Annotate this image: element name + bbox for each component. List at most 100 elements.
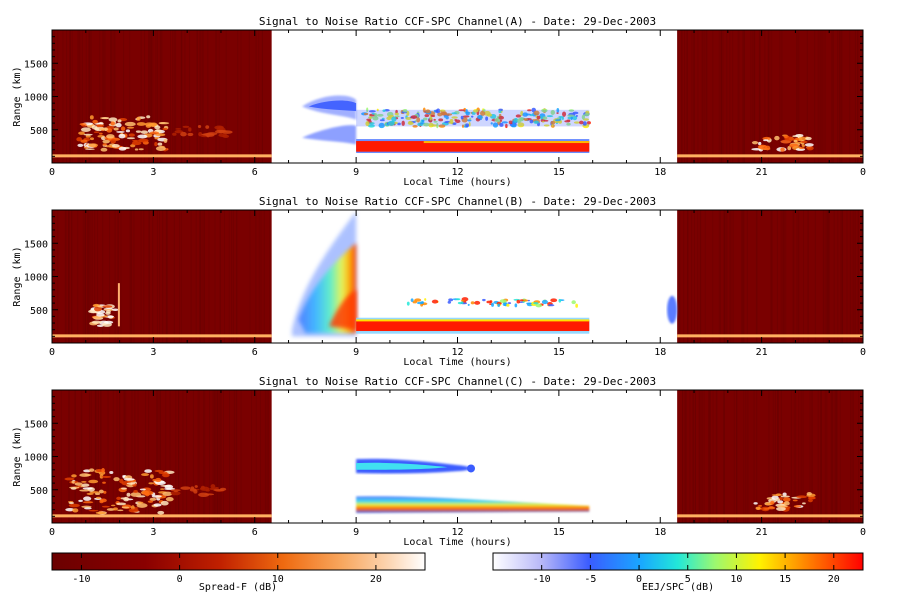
background-stripe — [224, 210, 226, 343]
panel-2: Signal to Noise Ratio CCF-SPC Channel(B)… — [12, 195, 866, 368]
eej-scatter — [452, 122, 457, 125]
eej-scatter — [499, 299, 507, 304]
spread-f-echo — [787, 146, 792, 151]
background-stripe — [149, 30, 151, 163]
background-stripe — [706, 30, 708, 163]
eej-scatter — [483, 108, 486, 112]
spread-f-echo — [214, 487, 219, 490]
background-stripe — [849, 30, 851, 163]
spread-f-echo — [198, 492, 210, 498]
eej-scatter — [566, 122, 571, 126]
colorbar-spread-f-gradient — [51, 552, 426, 571]
background-stripe — [832, 30, 834, 163]
spread-f-echo — [764, 145, 771, 151]
eej-scatter — [366, 118, 371, 121]
spread-f-echo — [79, 489, 90, 492]
eej-scatter — [397, 122, 401, 126]
spread-f-echo — [780, 495, 790, 498]
background-stripe — [851, 390, 853, 523]
background-stripe — [110, 30, 112, 163]
eej-scatter — [575, 115, 578, 117]
spread-f-echo — [94, 492, 101, 496]
eej-scatter — [571, 300, 576, 305]
background-stripe — [730, 210, 732, 343]
background-stripe — [90, 30, 92, 163]
spread-f-echo — [786, 137, 795, 141]
eej-scatter — [460, 299, 465, 302]
eej-scatter — [515, 114, 522, 118]
plot-content — [52, 30, 863, 163]
spread-f-echo — [158, 471, 168, 475]
background-stripe — [237, 30, 239, 163]
background-stripe — [737, 30, 739, 163]
eej-scatter — [458, 109, 466, 112]
background-stripe — [811, 390, 813, 523]
spread-f-echo — [117, 509, 124, 512]
background-stripe — [723, 210, 725, 343]
eej-scatter — [391, 116, 397, 122]
spread-f-echo — [807, 498, 813, 503]
background-stripe — [726, 210, 728, 343]
spread-f-echo — [113, 507, 118, 511]
spread-f-echo — [91, 320, 102, 324]
background-stripe — [687, 210, 689, 343]
spread-f-echo — [158, 121, 170, 125]
background-stripe — [702, 30, 704, 163]
background-stripe — [849, 210, 851, 343]
eej-scatter — [424, 298, 427, 301]
spread-f-echo — [117, 119, 122, 123]
background-stripe — [754, 30, 756, 163]
spread-f-echo — [96, 496, 101, 499]
background-stripe — [822, 210, 824, 343]
spread-f-echo — [804, 143, 814, 147]
plume-peak — [329, 289, 357, 330]
eej-scatter — [522, 299, 529, 302]
background-stripe — [260, 210, 262, 343]
spread-f-echo — [124, 121, 136, 127]
spread-f-echo — [164, 484, 174, 489]
background-stripe — [198, 390, 200, 523]
background-stripe — [117, 210, 119, 343]
spread-f-echo — [111, 144, 120, 148]
background-stripe — [826, 390, 828, 523]
spread-f-echo — [116, 496, 122, 500]
eej-scatter — [506, 303, 510, 307]
background-stripe — [817, 30, 819, 163]
y-tick-label: 1500 — [24, 59, 48, 70]
background-stripe — [683, 210, 685, 343]
background-stripe — [771, 210, 773, 343]
background-stripe — [212, 390, 214, 523]
eej-scatter — [438, 118, 444, 122]
eej-scatter — [527, 109, 532, 112]
background-stripe — [112, 390, 114, 523]
background-stripe — [156, 30, 158, 163]
spread-f-echo — [116, 502, 127, 506]
background-stripe — [718, 30, 720, 163]
eej-scatter — [572, 111, 579, 115]
background-stripe — [854, 210, 856, 343]
background-stripe — [782, 210, 784, 343]
spread-f-echo — [137, 138, 149, 143]
eej-scatter — [406, 301, 410, 306]
spread-f-echo — [64, 477, 75, 481]
spread-f-echo — [189, 488, 197, 492]
eej-scatter — [527, 299, 530, 302]
background-stripe — [88, 390, 90, 523]
background-stripe — [259, 390, 261, 523]
eej-scatter — [556, 108, 560, 113]
spread-f-echo — [170, 491, 181, 496]
spread-f-echo — [780, 147, 785, 152]
spread-f-echo — [83, 496, 92, 501]
background-stripe — [693, 30, 695, 163]
eej-scatter — [482, 298, 486, 302]
background-stripe — [215, 390, 217, 523]
eej-layer-top — [423, 141, 590, 144]
spread-f-echo — [136, 503, 148, 508]
background-stripe — [785, 210, 787, 343]
spread-f-echo — [219, 487, 227, 491]
spread-f-echo — [144, 122, 155, 127]
eej-layer-core — [356, 320, 590, 332]
eej-lower-band — [302, 125, 357, 145]
eej-scatter — [533, 302, 539, 305]
background-stripe — [756, 210, 758, 343]
